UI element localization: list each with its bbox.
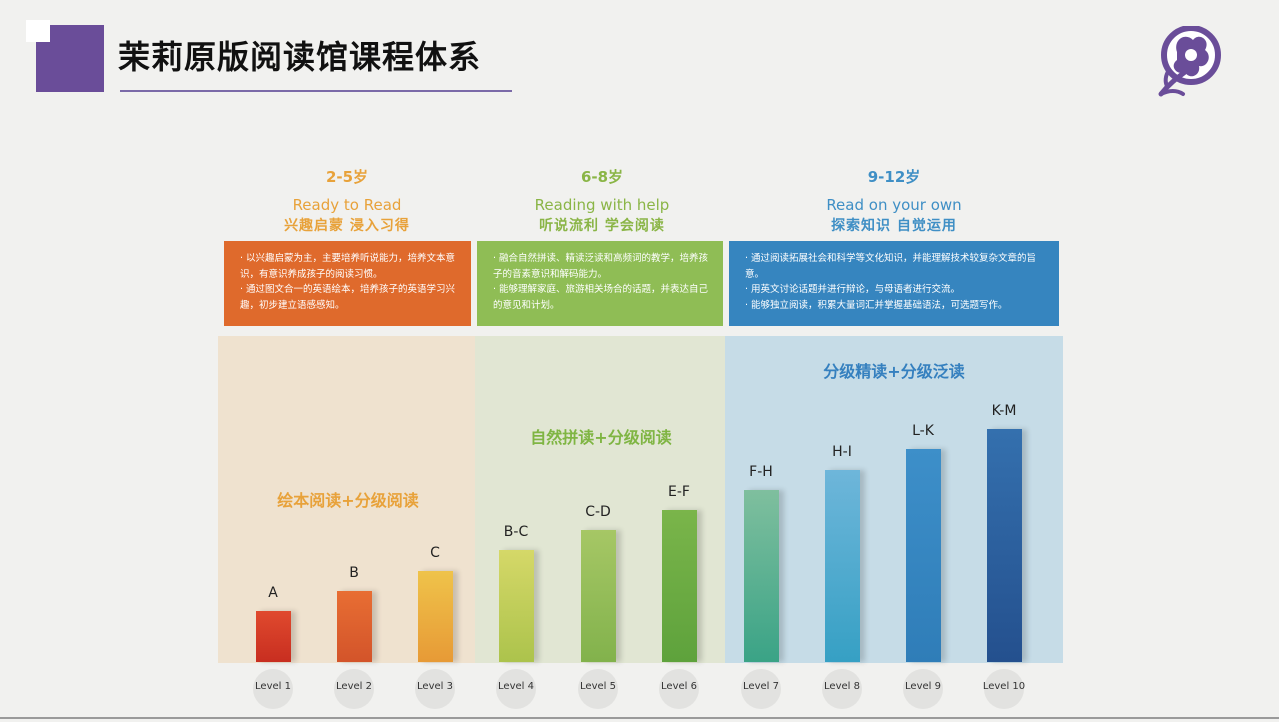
level-bar <box>986 429 1022 662</box>
description-line: · 用英文讨论话题并进行辩论，与母语者进行交流。 <box>745 284 961 295</box>
level-bar <box>498 550 534 662</box>
stage-age: 2-5岁 <box>325 168 369 186</box>
stage-description-1: · 以兴趣启蒙为主，主要培养听说能力，培养文本意识，有意识养成孩子的阅读习惯。 … <box>224 241 471 326</box>
level-label: Level 5 <box>580 681 616 692</box>
level-range-label: L-K <box>912 423 934 440</box>
jasmine-flower-logo-icon <box>1158 26 1221 97</box>
level-marker <box>578 669 618 709</box>
level-bar <box>824 469 860 662</box>
level-label: Level 6 <box>661 681 697 692</box>
stage-description-3: · 通过阅读拓展社会和科学等文化知识，并能理解技术较复杂文章的旨意。 · 用英文… <box>729 241 1059 326</box>
level-marker <box>984 669 1024 709</box>
description-line: · 通过阅读拓展社会和科学等文化知识，并能理解技术较复杂文章的旨意。 <box>745 253 1037 280</box>
description-line: · 以兴趣启蒙为主，主要培养听说能力，培养文本意识，有意识养成孩子的阅读习惯。 <box>240 253 456 280</box>
description-line: · 融合自然拼读、精读泛读和高频词的教学，培养孩子的音素意识和解码能力。 <box>493 253 709 280</box>
level-label: Level 2 <box>336 681 372 692</box>
level-bar <box>580 530 616 662</box>
stage-english: Read on your own <box>826 196 962 214</box>
panel-title-2: 自然拼读+分级阅读 <box>530 428 672 447</box>
stage-header-2: 6-8岁 Reading with help 听说流利 学会阅读 <box>477 166 727 235</box>
stage-english: Ready to Read <box>292 196 402 214</box>
level-marker <box>496 669 536 709</box>
panel-title-3: 分级精读+分级泛读 <box>823 362 965 381</box>
panel-title-1: 绘本阅读+分级阅读 <box>277 491 419 510</box>
description-line: · 通过图文合一的英语绘本，培养孩子的英语学习兴趣，初步建立语感感知。 <box>240 284 456 311</box>
level-marker <box>741 669 781 709</box>
level-bar <box>905 449 941 662</box>
level-bar <box>661 510 697 662</box>
level-label: Level 3 <box>417 681 453 692</box>
level-range-label: A <box>268 585 278 601</box>
stage-description-2: · 融合自然拼读、精读泛读和高频词的教学，培养孩子的音素意识和解码能力。 · 能… <box>477 241 723 326</box>
stage-age: 6-8岁 <box>580 168 624 186</box>
level-range-label: C <box>430 544 440 561</box>
level-range-label: E-F <box>668 484 690 500</box>
level-range-label: F-H <box>749 463 773 480</box>
level-range-label: H-I <box>832 443 852 460</box>
stage-header-3: 9-12岁 Read on your own 探索知识 自觉运用 <box>769 166 1019 235</box>
level-marker <box>334 669 374 709</box>
stage-english: Reading with help <box>534 196 670 214</box>
bottom-divider <box>0 717 1279 719</box>
description-line: · 能够理解家庭、旅游相关场合的话题，并表达自己的意见和计划。 <box>493 284 709 311</box>
level-label: Level 1 <box>255 681 291 692</box>
level-bar <box>417 570 453 662</box>
level-marker <box>659 669 699 709</box>
stage-chinese: 兴趣启蒙 浸入习得 <box>284 218 410 234</box>
description-line: · 能够独立阅读，积累大量词汇并掌握基础语法，可选题写作。 <box>745 299 1008 311</box>
level-range-label: C-D <box>585 504 611 521</box>
level-label: Level 8 <box>824 681 860 692</box>
level-label: Level 4 <box>498 681 534 692</box>
level-bar <box>255 611 291 662</box>
title-accent-notch <box>26 20 50 42</box>
level-bar <box>743 489 779 662</box>
level-label: Level 9 <box>905 681 941 692</box>
level-bar <box>336 590 372 662</box>
level-label: Level 7 <box>743 681 779 692</box>
stage-chinese: 听说流利 学会阅读 <box>539 218 665 234</box>
stage-chinese: 探索知识 自觉运用 <box>831 218 957 234</box>
level-range-label: B <box>349 564 359 581</box>
title-underline <box>120 90 512 92</box>
level-label: Level 10 <box>982 681 1026 692</box>
level-range-label: B-C <box>503 524 529 541</box>
level-marker <box>903 669 943 709</box>
stage-age: 9-12岁 <box>867 168 921 186</box>
level-range-label: K-M <box>991 403 1017 420</box>
level-marker <box>253 669 293 709</box>
level-marker <box>415 669 455 709</box>
page-title: 茉莉原版阅读馆课程体系 <box>118 38 482 76</box>
level-marker <box>822 669 862 709</box>
stage-header-1: 2-5岁 Ready to Read 兴趣启蒙 浸入习得 <box>222 166 472 235</box>
